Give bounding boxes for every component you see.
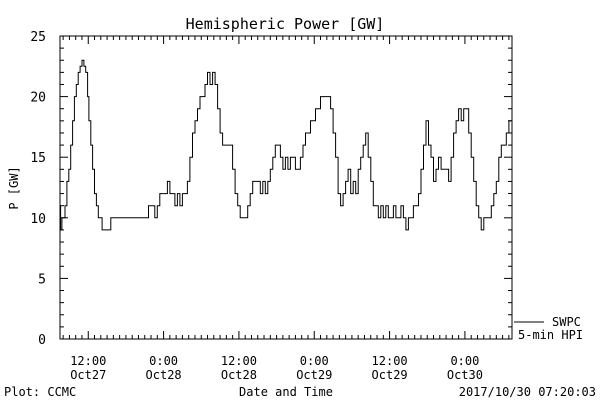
x-tick-label-date: Oct28 [221,368,257,382]
plot-frame [59,35,513,340]
y-tick-label: 15 [30,151,46,166]
x-tick-label-time: 12:00 [70,354,106,368]
x-tick-label-date: Oct29 [296,368,332,382]
x-tick-label-time: 0:00 [450,354,479,368]
x-tick-label-date: Oct30 [447,368,483,382]
footer-timestamp: 2017/10/30 07:20:03 [459,385,596,399]
x-tick-label-date: Oct29 [372,368,408,382]
x-tick-label-date: Oct28 [146,368,182,382]
x-tick-label-date: Oct27 [70,368,106,382]
x-tick-label-time: 0:00 [149,354,178,368]
y-axis-label: P [GW] [7,166,21,209]
series-group [60,59,513,231]
x-tick-label-time: 0:00 [300,354,329,368]
x-tick-label-time: 12:00 [372,354,408,368]
x-tick-label-time: 12:00 [221,354,257,368]
y-tick-label: 10 [30,212,46,227]
legend-entry-swpc: SWPC [552,315,581,329]
y-tick-label: 5 [38,272,46,287]
x-axis-label: Date and Time [239,385,333,399]
legend-entry-hpi: 5-min HPI [518,328,583,342]
y-tick-label: 25 [30,30,46,45]
chart-title: Hemispheric Power [GW] [186,15,385,33]
x-axis: 12:00Oct270:00Oct2812:00Oct280:00Oct2912… [62,36,510,382]
series-line [60,59,513,231]
y-tick-label: 20 [30,91,46,106]
footer-source: Plot: CCMC [4,385,76,399]
y-axis: 0 5 10 15 20 25 [30,30,512,348]
y-tick-label: 0 [38,333,46,348]
